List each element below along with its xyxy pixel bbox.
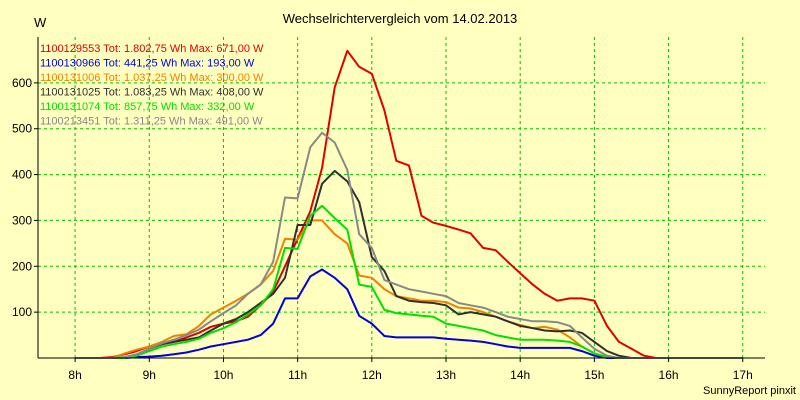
credit-label: SunnyReport pinxit bbox=[703, 385, 796, 397]
y-tick-label: 400 bbox=[12, 168, 32, 182]
y-tick-label: 200 bbox=[12, 259, 32, 273]
series-lines bbox=[75, 49, 743, 359]
legend-entry-1100213451: 1100213451 Tot: 1.311,25 Wh Max: 491,00 … bbox=[40, 116, 263, 128]
x-axis-ticks: 8h 9h 10h 11h 12h 13h 14h 15h 16h 17h bbox=[68, 358, 753, 382]
y-tick-label: 300 bbox=[12, 213, 32, 227]
x-tick-label: 11h bbox=[288, 368, 307, 382]
legend: 1100129553 Tot: 1.802,75 Wh Max: 671,00 … bbox=[40, 43, 264, 128]
x-tick-label: 10h bbox=[213, 368, 233, 382]
grid bbox=[38, 37, 765, 358]
x-tick-label: 17h bbox=[733, 368, 753, 382]
x-tick-label: 12h bbox=[362, 368, 382, 382]
y-axis-ticks: 100 200 300 400 500 600 bbox=[12, 76, 38, 319]
plot-area bbox=[38, 37, 765, 358]
axes bbox=[37, 37, 765, 359]
series-line-1100129553 bbox=[75, 49, 743, 359]
x-tick-label: 15h bbox=[584, 368, 604, 382]
legend-entry-1100131006: 1100131006 Tot: 1.037,25 Wh Max: 300,00 … bbox=[40, 72, 264, 84]
legend-entry-1100129553: 1100129553 Tot: 1.802,75 Wh Max: 671,00 … bbox=[40, 43, 264, 55]
legend-entry-1100131074: 1100131074 Tot: 857,75 Wh Max: 332,00 W bbox=[40, 101, 255, 113]
x-tick-label: 13h bbox=[436, 368, 456, 382]
x-tick-label: 14h bbox=[510, 368, 530, 382]
y-tick-label: 100 bbox=[12, 305, 32, 319]
y-axis-unit: W bbox=[34, 15, 47, 30]
y-tick-label: 600 bbox=[12, 76, 32, 90]
y-tick-label: 500 bbox=[12, 122, 32, 136]
x-tick-label: 16h bbox=[659, 368, 679, 382]
x-tick-label: 8h bbox=[68, 368, 81, 382]
chart-title: Wechselrichtervergleich vom 14.02.2013 bbox=[283, 11, 518, 26]
x-tick-label: 9h bbox=[143, 368, 156, 382]
legend-entry-1100130966: 1100130966 Tot: 441,25 Wh Max: 193,00 W bbox=[40, 58, 255, 70]
legend-entry-1100131025: 1100131025 Tot: 1.083,25 Wh Max: 408,00 … bbox=[40, 87, 264, 99]
